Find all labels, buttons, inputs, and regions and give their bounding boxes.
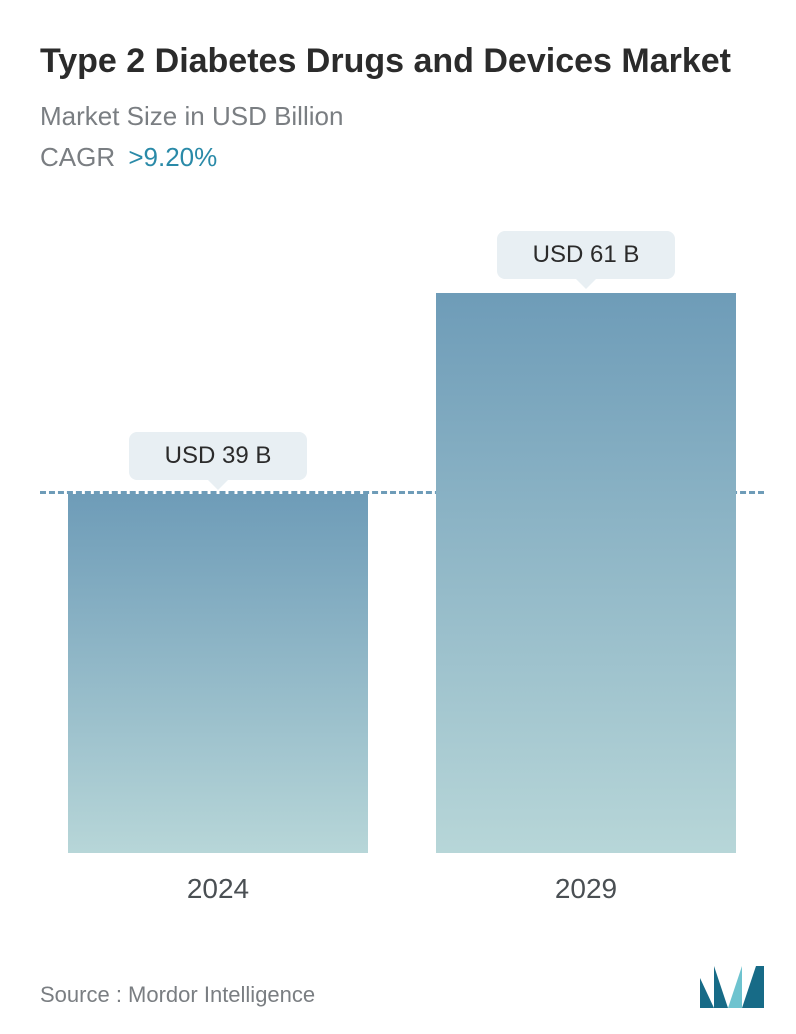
cagr-row: CAGR >9.20% <box>40 142 764 173</box>
value-label-2024: USD 39 B <box>129 432 308 480</box>
chart-title: Type 2 Diabetes Drugs and Devices Market <box>40 40 764 83</box>
bar-2029: USD 61 B <box>436 293 736 853</box>
x-axis-labels: 2024 2029 <box>40 853 764 905</box>
bars-container: USD 39 BUSD 61 B <box>40 213 764 853</box>
x-label-2029: 2029 <box>436 873 736 905</box>
x-label-2024: 2024 <box>68 873 368 905</box>
bar-chart: USD 39 BUSD 61 B <box>40 213 764 853</box>
value-label-2029: USD 61 B <box>497 231 676 279</box>
chart-subtitle: Market Size in USD Billion <box>40 101 764 132</box>
mordor-logo-icon <box>700 966 764 1008</box>
source-attribution: Source : Mordor Intelligence <box>40 982 315 1008</box>
chart-card: Type 2 Diabetes Drugs and Devices Market… <box>0 0 796 1034</box>
bar-rect-2029 <box>436 293 736 853</box>
cagr-value: >9.20% <box>128 142 217 172</box>
bar-2024: USD 39 B <box>68 494 368 852</box>
chart-footer: Source : Mordor Intelligence <box>40 966 764 1008</box>
cagr-label: CAGR <box>40 142 115 172</box>
bar-rect-2024 <box>68 494 368 852</box>
